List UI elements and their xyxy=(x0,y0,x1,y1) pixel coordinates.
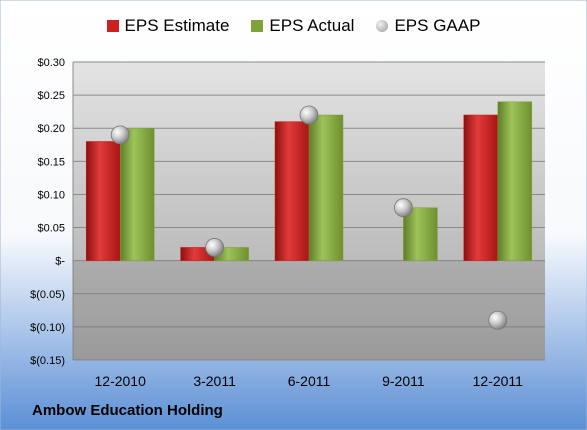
y-tick-label: $0.30 xyxy=(37,57,65,69)
bar-eps-actual xyxy=(403,207,438,261)
x-tick-label: 6-2011 xyxy=(288,373,331,389)
y-tick-label: $0.15 xyxy=(37,156,65,168)
legend-label-eps-gaap: EPS GAAP xyxy=(394,16,481,35)
point-eps-gaap xyxy=(393,198,413,218)
y-tick-label: $(0.05) xyxy=(30,289,65,301)
company-name: Ambow Education Holding xyxy=(32,402,223,419)
x-tick-label: 9-2011 xyxy=(382,373,425,389)
legend-label-eps-estimate: EPS Estimate xyxy=(124,16,230,35)
legend-item-eps-estimate: EPS Estimate xyxy=(106,16,230,36)
x-tick-label: 3-2011 xyxy=(193,373,236,389)
bar-eps-actual xyxy=(308,114,344,261)
bar-eps-actual xyxy=(119,127,155,261)
x-tick-label: 12-2011 xyxy=(473,373,524,389)
legend-swatch-eps-gaap xyxy=(376,20,389,32)
legend-item-eps-actual: EPS Actual xyxy=(251,16,354,36)
y-tick-label: $(0.10) xyxy=(30,322,65,334)
bar-eps-estimate xyxy=(463,114,499,261)
y-tick-label: $0.10 xyxy=(37,189,65,201)
y-tick-label: $0.20 xyxy=(37,123,65,135)
legend-item-eps-gaap: EPS GAAP xyxy=(376,16,480,36)
bar-eps-actual xyxy=(497,101,533,261)
point-eps-gaap xyxy=(110,125,130,145)
bar-eps-estimate xyxy=(85,141,121,261)
point-eps-gaap xyxy=(205,238,225,257)
y-tick-label: $- xyxy=(55,256,65,268)
legend-label-eps-actual: EPS Actual xyxy=(269,16,355,35)
x-tick-label: 12-2010 xyxy=(95,373,147,389)
negative-region xyxy=(73,260,545,360)
y-tick-label: $(0.15) xyxy=(30,355,65,367)
bar-eps-estimate xyxy=(274,121,310,261)
y-tick-label: $0.25 xyxy=(37,90,65,102)
point-eps-gaap xyxy=(299,105,319,125)
point-eps-gaap xyxy=(488,310,508,330)
y-tick-label: $0.05 xyxy=(37,223,65,235)
legend: EPS Estimate EPS Actual EPS GAAP xyxy=(0,16,587,36)
legend-swatch-eps-actual xyxy=(251,20,264,32)
legend-swatch-eps-estimate xyxy=(106,20,119,32)
